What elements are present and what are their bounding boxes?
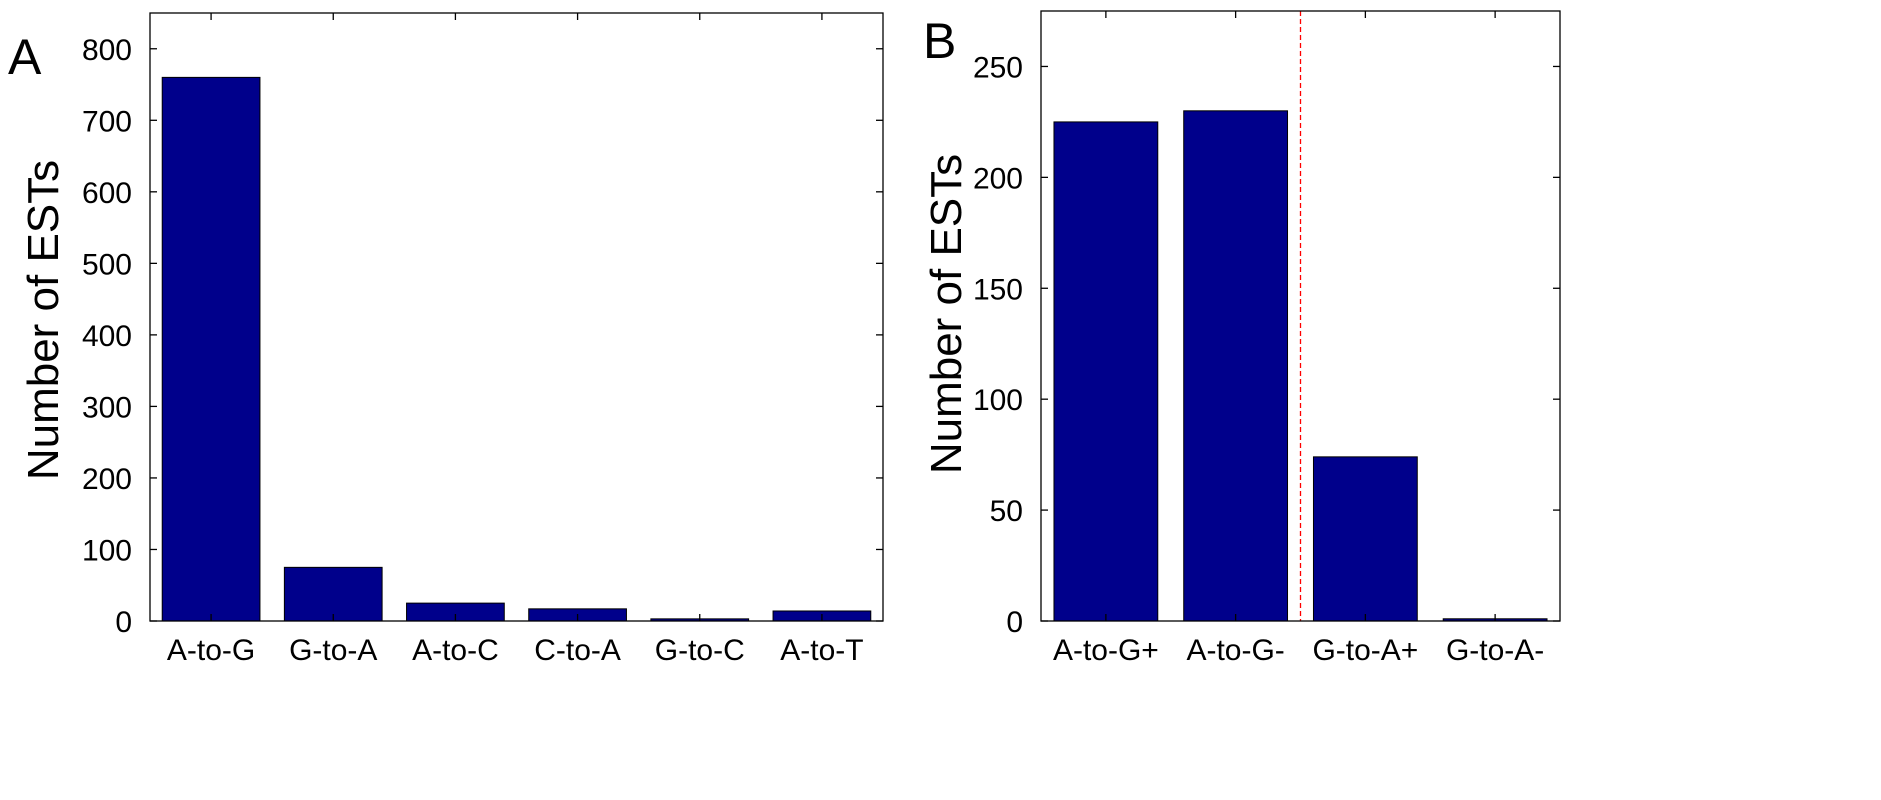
y-tick-label: 600	[82, 177, 132, 210]
panel-letter-a: A	[8, 29, 42, 85]
x-tick-label: G-to-A+	[1312, 634, 1418, 667]
y-tick-label: 200	[973, 162, 1023, 195]
x-tick-label: A-to-T	[780, 634, 863, 667]
y-tick-label: 100	[973, 384, 1023, 417]
y-tick-label: 700	[82, 105, 132, 138]
x-tick-label: A-to-C	[412, 634, 499, 667]
y-tick-label: 50	[990, 495, 1023, 528]
y-tick-label: 400	[82, 320, 132, 353]
plot-frame-b	[1040, 10, 1561, 622]
y-tick-label: 800	[82, 34, 132, 67]
bar-b-g-to-aplus	[1312, 456, 1418, 622]
y-tick-label: 0	[1006, 606, 1023, 639]
x-tick-labels-b: A-to-G+ A-to-G- G-to-A+ G-to-A-	[1053, 634, 1544, 667]
x-tick-label: G-to-A	[289, 634, 377, 667]
y-tick-label: 200	[82, 463, 132, 496]
y-axis-label-b: Number of ESTs	[922, 154, 971, 474]
y-tick-label: 500	[82, 248, 132, 281]
panel-letter-b: B	[923, 13, 956, 69]
x-tick-label: A-to-G-	[1186, 634, 1284, 667]
chart-panel-a: A Number of ESTs 0 100 200 300 400 500 600 700 8…	[8, 12, 884, 667]
y-ticks-b: 0 50 100 150 200 250	[973, 11, 1560, 639]
y-tick-label: 100	[82, 534, 132, 567]
y-tick-label: 250	[973, 51, 1023, 84]
y-tick-label: 150	[973, 273, 1023, 306]
bar-b-a-to-gplus	[1053, 121, 1159, 622]
x-tick-label: G-to-C	[655, 634, 745, 667]
x-tick-label: A-to-G	[167, 634, 255, 667]
bar-a-a-to-g	[161, 76, 261, 622]
bar-b-a-to-g-minus	[1183, 110, 1289, 622]
y-tick-label: 0	[115, 606, 132, 639]
chart-panel-b: B Number of ESTs 0 50 100 150 200 250 A-to-G+…	[922, 10, 1561, 667]
bars-b	[1053, 110, 1548, 622]
plot-frame-a	[149, 12, 884, 622]
x-tick-labels-a: A-to-G G-to-A A-to-C C-to-A G-to-C A-to-T	[167, 634, 864, 667]
bars-a	[161, 76, 872, 622]
x-tick-label: G-to-A-	[1446, 634, 1544, 667]
y-axis-label-a: Number of ESTs	[19, 160, 68, 480]
x-tick-label: A-to-G+	[1053, 634, 1159, 667]
y-tick-label: 300	[82, 391, 132, 424]
bar-a-g-to-a	[283, 566, 383, 622]
x-tick-label: C-to-A	[534, 634, 621, 667]
